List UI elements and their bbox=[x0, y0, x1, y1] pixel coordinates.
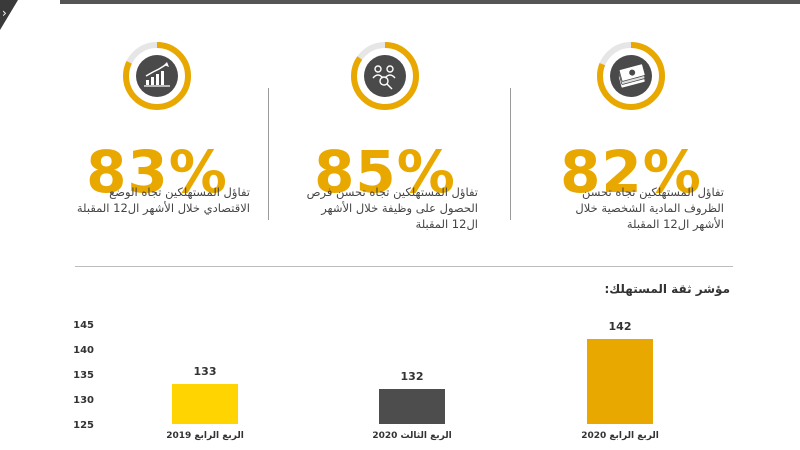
kpi-caption-finances: تفاؤل المستهلكين تجاه تحسن الظروف المادي… bbox=[575, 185, 724, 231]
bar bbox=[587, 339, 653, 424]
corner-tab[interactable] bbox=[0, 0, 18, 30]
kpi-card-jobs: 85% تفاؤل المستهلكين تجاه تحسن فرص الحصو… bbox=[270, 38, 500, 238]
kpi-value-finances: 82% bbox=[560, 138, 702, 206]
job-search-icon bbox=[372, 65, 396, 90]
y-tick-label: 125 bbox=[73, 420, 94, 431]
y-tick-label: 135 bbox=[73, 370, 94, 381]
kpi-ring-economy bbox=[123, 42, 191, 110]
x-category-label: الربع الرابع 2019 bbox=[166, 431, 244, 441]
kpi-card-economy: 83% تفاؤل المستهلكين تجاه الوضع الاقتصاد… bbox=[42, 38, 272, 238]
kpi-value-economy: 83% bbox=[86, 138, 228, 206]
kpi-value-jobs: 85% bbox=[314, 138, 456, 206]
bar-value-label: 133 bbox=[194, 365, 217, 378]
bar-value-label: 132 bbox=[401, 370, 424, 383]
kpi-card-finances: 82% تفاؤل المستهلكين تجاه تحسن الظروف ال… bbox=[516, 38, 746, 238]
top-divider-line bbox=[60, 0, 800, 4]
chart-title: مؤشر ثقة المستهلك: bbox=[604, 282, 730, 296]
section-divider bbox=[75, 266, 733, 267]
column-separator bbox=[268, 88, 269, 220]
y-tick-label: 130 bbox=[73, 395, 94, 406]
kpi-caption-economy: تفاؤل المستهلكين تجاه الوضع الاقتصادي خل… bbox=[76, 185, 250, 215]
kpi-ring-jobs bbox=[351, 42, 419, 110]
bar bbox=[379, 389, 445, 424]
bar bbox=[172, 384, 238, 424]
money-stack-icon bbox=[618, 63, 646, 88]
x-category-label: الربع الثالث 2020 bbox=[372, 431, 451, 441]
x-category-label: الربع الرابع 2020 bbox=[581, 431, 659, 441]
kpi-ring-finances bbox=[597, 42, 665, 110]
bar-growth-icon bbox=[144, 62, 170, 87]
bar-value-label: 142 bbox=[609, 320, 632, 333]
kpi-caption-jobs: تفاؤل المستهلكين تجاه تحسن فرص الحصول عل… bbox=[306, 185, 478, 231]
column-separator bbox=[510, 88, 511, 220]
y-tick-label: 140 bbox=[73, 345, 94, 356]
y-tick-label: 145 bbox=[73, 320, 94, 331]
corner-arrow-icon[interactable]: › bbox=[2, 6, 7, 20]
